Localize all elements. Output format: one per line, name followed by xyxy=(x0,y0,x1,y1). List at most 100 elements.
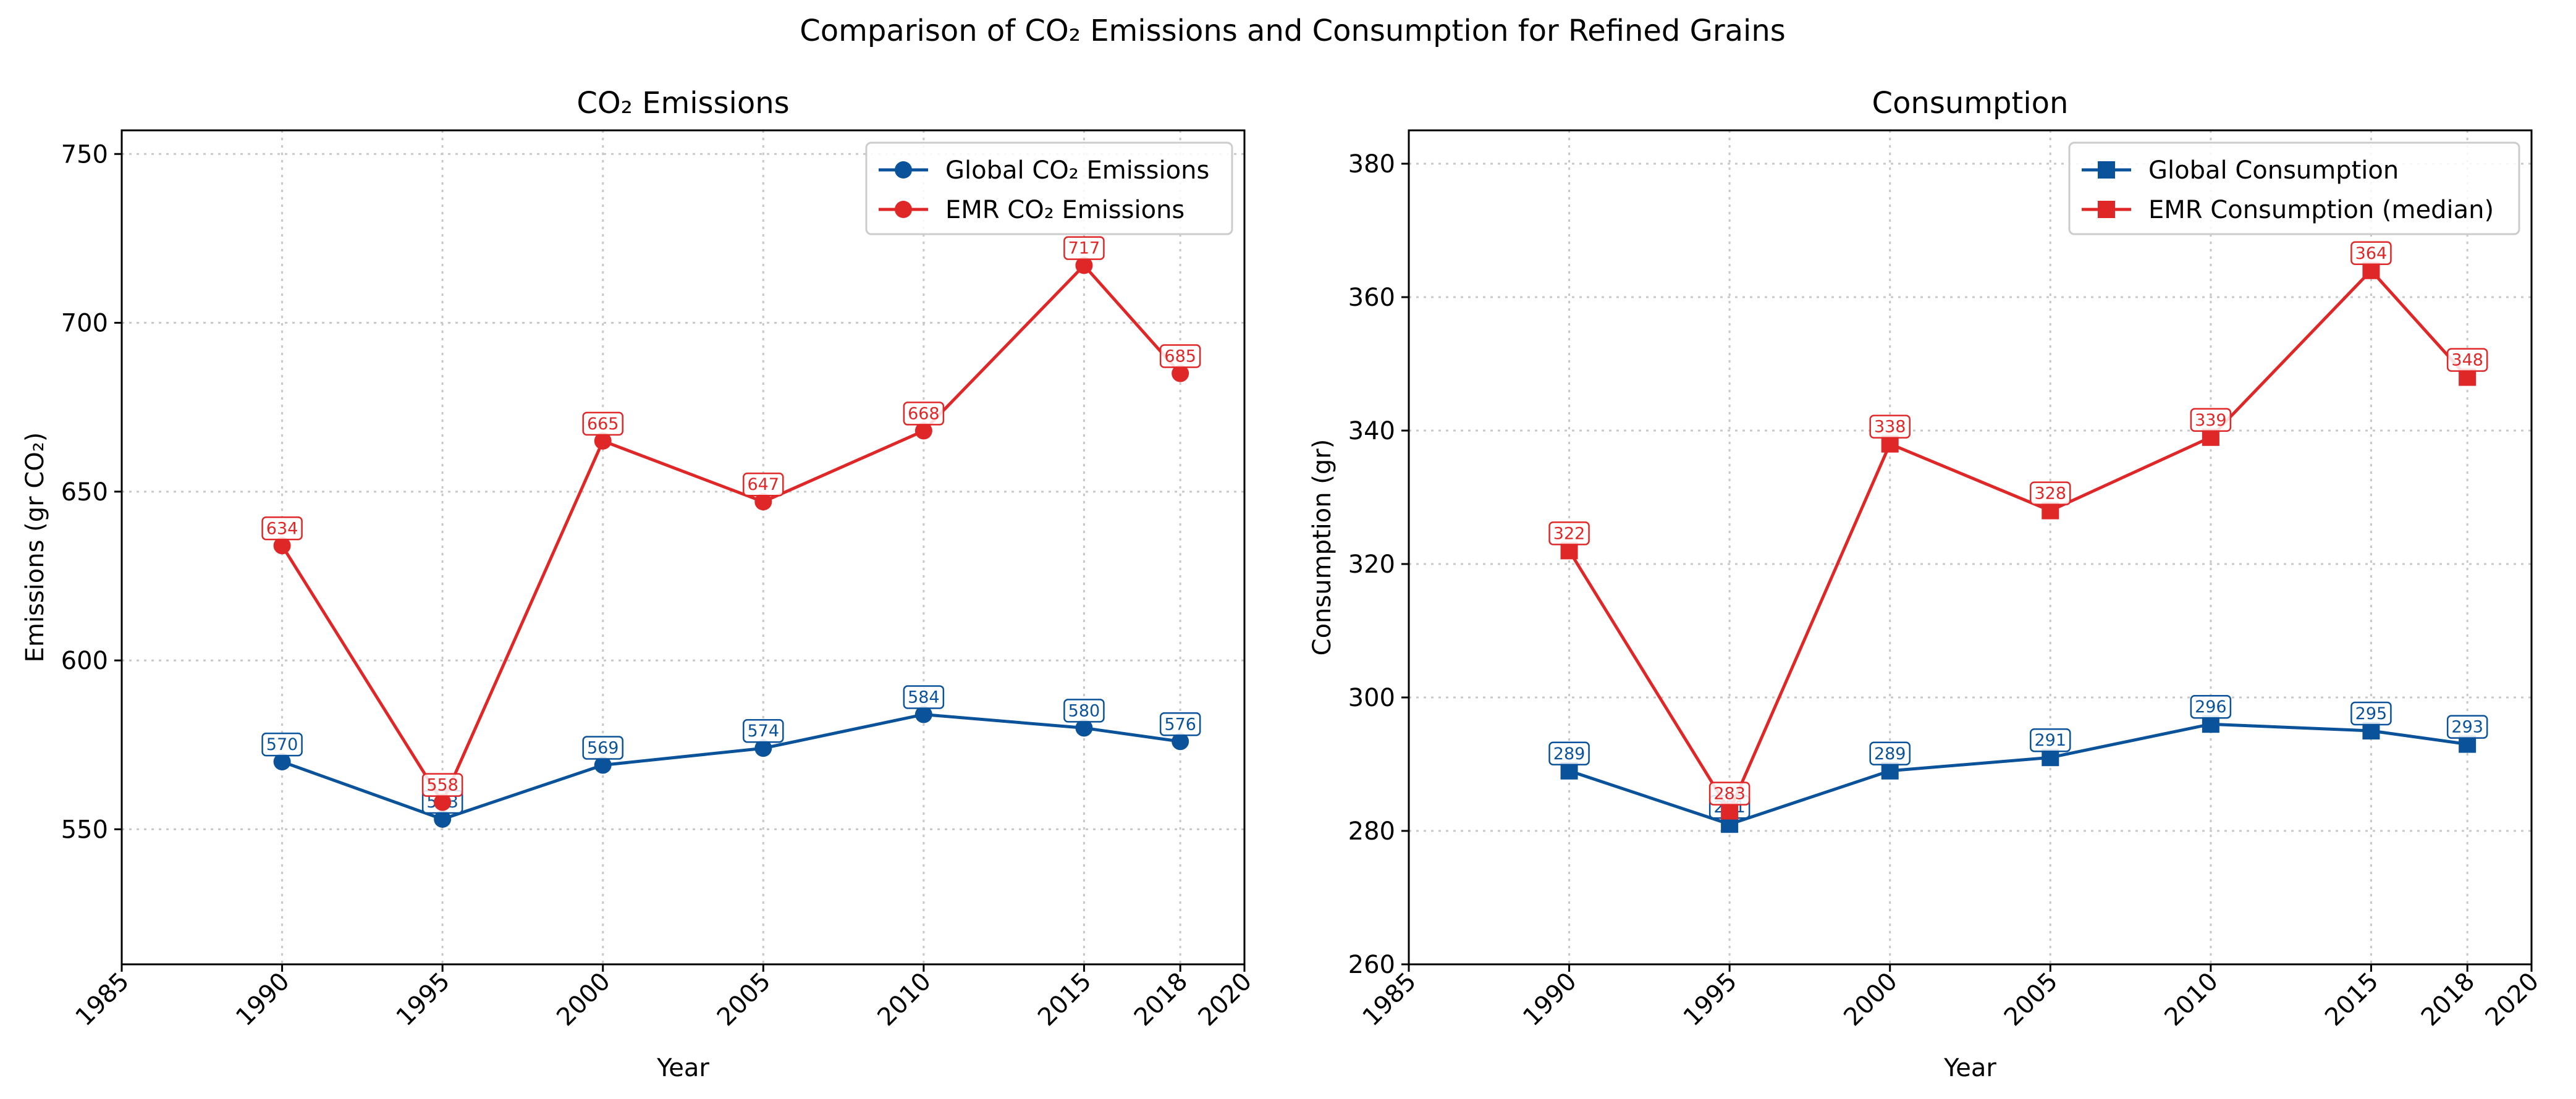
data-label: 647 xyxy=(748,475,780,494)
data-point xyxy=(273,753,291,771)
legend-frame xyxy=(2068,141,2520,235)
data-label-box xyxy=(421,773,463,797)
y-tick-label: 260 xyxy=(1348,951,1395,979)
legend-item: Global CO₂ Emissions xyxy=(879,156,1209,185)
legend-frame xyxy=(865,141,1233,235)
legend-marker xyxy=(895,201,912,218)
plot-frame xyxy=(120,129,1246,966)
legend-label: EMR CO₂ Emissions xyxy=(945,196,1185,224)
data-label: 685 xyxy=(1164,347,1196,366)
data-label: 289 xyxy=(1874,744,1906,764)
data-point xyxy=(754,493,772,511)
data-label: 289 xyxy=(1553,744,1586,764)
data-label: 558 xyxy=(426,776,458,795)
data-label-box xyxy=(1869,415,1911,439)
data-label-box xyxy=(261,516,303,541)
y-tick-label: 300 xyxy=(1348,684,1395,712)
data-label-box xyxy=(2446,715,2488,739)
legend-marker xyxy=(2098,201,2115,218)
data-label: 665 xyxy=(587,415,619,434)
data-label-box xyxy=(743,472,784,497)
data-label: 295 xyxy=(2355,704,2388,723)
data-label-box xyxy=(2446,348,2488,372)
data-point xyxy=(434,793,452,811)
series-global-co-emissions: 570553569574584580576 xyxy=(261,685,1201,828)
y-tick-label: 360 xyxy=(1348,284,1395,312)
emissions-chart: 1985 1990 1995 2000 2005 2010 2015 2018 20205506… xyxy=(21,86,1257,1082)
data-label: 296 xyxy=(2195,697,2227,717)
data-label-box xyxy=(1063,236,1105,260)
y-axis-label: Emissions (gr CO₂) xyxy=(21,432,49,663)
data-label-box xyxy=(903,402,945,426)
data-label-box xyxy=(2030,481,2071,505)
chart-title: CO₂ Emissions xyxy=(576,86,789,120)
data-label: 668 xyxy=(908,404,940,423)
data-label-box xyxy=(1708,781,1750,806)
data-label: 293 xyxy=(2451,718,2483,737)
data-label-box xyxy=(1548,741,1590,766)
x-axis-label: Year xyxy=(656,1054,709,1082)
data-label-box xyxy=(903,685,945,709)
y-tick-label: 280 xyxy=(1348,817,1395,846)
data-label-box xyxy=(1548,521,1590,545)
data-label: 339 xyxy=(2195,411,2227,430)
legend-item: EMR Consumption (median) xyxy=(2082,196,2494,224)
legend: Global CO₂ Emissions EMR CO₂ Emissions xyxy=(865,141,1233,235)
data-label: 574 xyxy=(748,722,780,741)
data-label-box xyxy=(2350,241,2392,266)
data-label-box xyxy=(1063,699,1105,723)
data-label-box xyxy=(261,732,303,757)
y-tick-label: 340 xyxy=(1348,417,1395,445)
data-label: 634 xyxy=(266,519,298,538)
data-point xyxy=(914,422,932,440)
data-label: 717 xyxy=(1068,239,1100,258)
y-tick-label: 650 xyxy=(61,478,108,507)
data-point xyxy=(754,739,772,757)
data-label: 328 xyxy=(2035,484,2067,503)
data-point xyxy=(914,705,932,723)
legend-item: Global Consumption xyxy=(2082,156,2399,185)
series-emr-consumption-median: 322 283 338 328 339 364 348 xyxy=(1548,241,2488,820)
legend-label: Global Consumption xyxy=(2148,156,2399,185)
legend-item: EMR CO₂ Emissions xyxy=(879,196,1185,224)
data-label: 283 xyxy=(1713,785,1746,804)
plot-frame xyxy=(1408,129,2533,966)
data-label-box xyxy=(743,718,784,743)
data-label-box xyxy=(1869,741,1911,766)
data-point xyxy=(273,537,291,555)
data-label-box xyxy=(1159,344,1201,368)
x-axis-label: Year xyxy=(1943,1054,1996,1082)
legend-marker xyxy=(2098,161,2115,179)
data-label-box xyxy=(2190,408,2232,432)
data-label: 338 xyxy=(1874,418,1906,437)
legend: Global Consumption EMR Consumption (media… xyxy=(2068,141,2520,235)
data-label-box xyxy=(2190,694,2232,719)
data-label-box xyxy=(582,411,623,436)
data-point xyxy=(1172,364,1189,382)
data-label: 364 xyxy=(2355,244,2388,263)
series-global-consumption: 289281289291296295293 xyxy=(1548,694,2488,833)
y-tick-label: 700 xyxy=(61,309,108,338)
data-point xyxy=(434,810,452,828)
y-tick-label: 380 xyxy=(1348,150,1395,179)
data-point xyxy=(594,756,612,774)
legend-label: EMR Consumption (median) xyxy=(2148,196,2494,224)
y-tick-label: 550 xyxy=(61,815,108,844)
data-label: 569 xyxy=(587,739,619,758)
data-label: 576 xyxy=(1164,715,1196,734)
legend-label: Global CO₂ Emissions xyxy=(945,156,1209,185)
data-label-box xyxy=(582,736,623,760)
y-axis-label: Consumption (gr) xyxy=(1308,439,1337,656)
data-label-box xyxy=(1159,712,1201,736)
data-label: 322 xyxy=(1553,524,1586,543)
data-label: 584 xyxy=(908,688,940,707)
data-point xyxy=(1075,256,1093,274)
y-tick-label: 600 xyxy=(61,647,108,675)
chart-title: Consumption xyxy=(1872,86,2069,120)
data-label-box xyxy=(2030,728,2071,752)
data-label: 348 xyxy=(2451,351,2483,370)
data-label-box xyxy=(2350,701,2392,726)
y-tick-label: 320 xyxy=(1348,550,1395,579)
data-label: 580 xyxy=(1068,701,1100,720)
